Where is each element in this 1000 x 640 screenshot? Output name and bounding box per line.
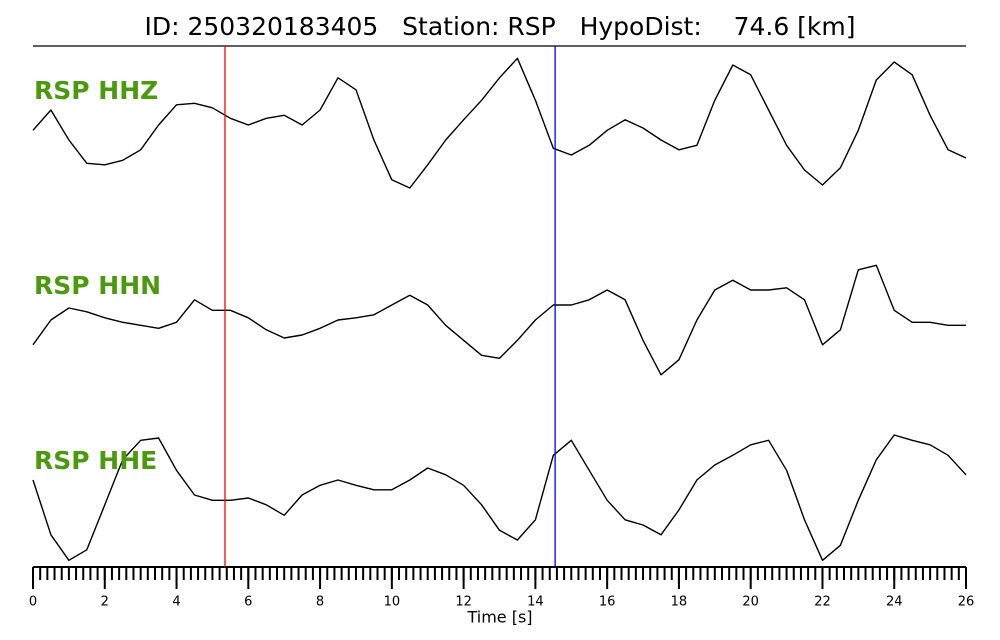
- trace-label: RSP HHN: [34, 271, 161, 300]
- x-tick-label: 16: [599, 595, 616, 610]
- x-axis-label: Time [s]: [466, 608, 532, 627]
- x-tick-label: 0: [29, 595, 37, 610]
- x-tick-label: 26: [958, 595, 975, 610]
- x-tick-label: 18: [671, 595, 688, 610]
- chart-title: ID: 250320183405 Station: RSP HypoDist: …: [144, 12, 855, 41]
- trace-label: RSP HHZ: [34, 76, 158, 105]
- x-tick-label: 10: [384, 595, 401, 610]
- x-tick-label: 2: [101, 595, 109, 610]
- trace: [32, 264, 966, 376]
- trace: [32, 57, 967, 189]
- x-tick-label: 8: [316, 595, 324, 610]
- x-tick-label: 12: [455, 595, 472, 610]
- x-tick-label: 24: [886, 595, 903, 610]
- x-tick-label: 4: [172, 595, 180, 610]
- x-tick-label: 14: [527, 595, 544, 610]
- x-tick-label: 22: [814, 595, 831, 610]
- trace-label: RSP HHE: [34, 446, 157, 475]
- x-tick-label: 6: [244, 595, 252, 610]
- x-tick-label: 20: [742, 595, 759, 610]
- trace: [32, 434, 967, 561]
